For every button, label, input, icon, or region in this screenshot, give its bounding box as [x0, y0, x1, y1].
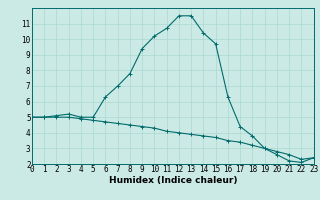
X-axis label: Humidex (Indice chaleur): Humidex (Indice chaleur) [108, 176, 237, 185]
